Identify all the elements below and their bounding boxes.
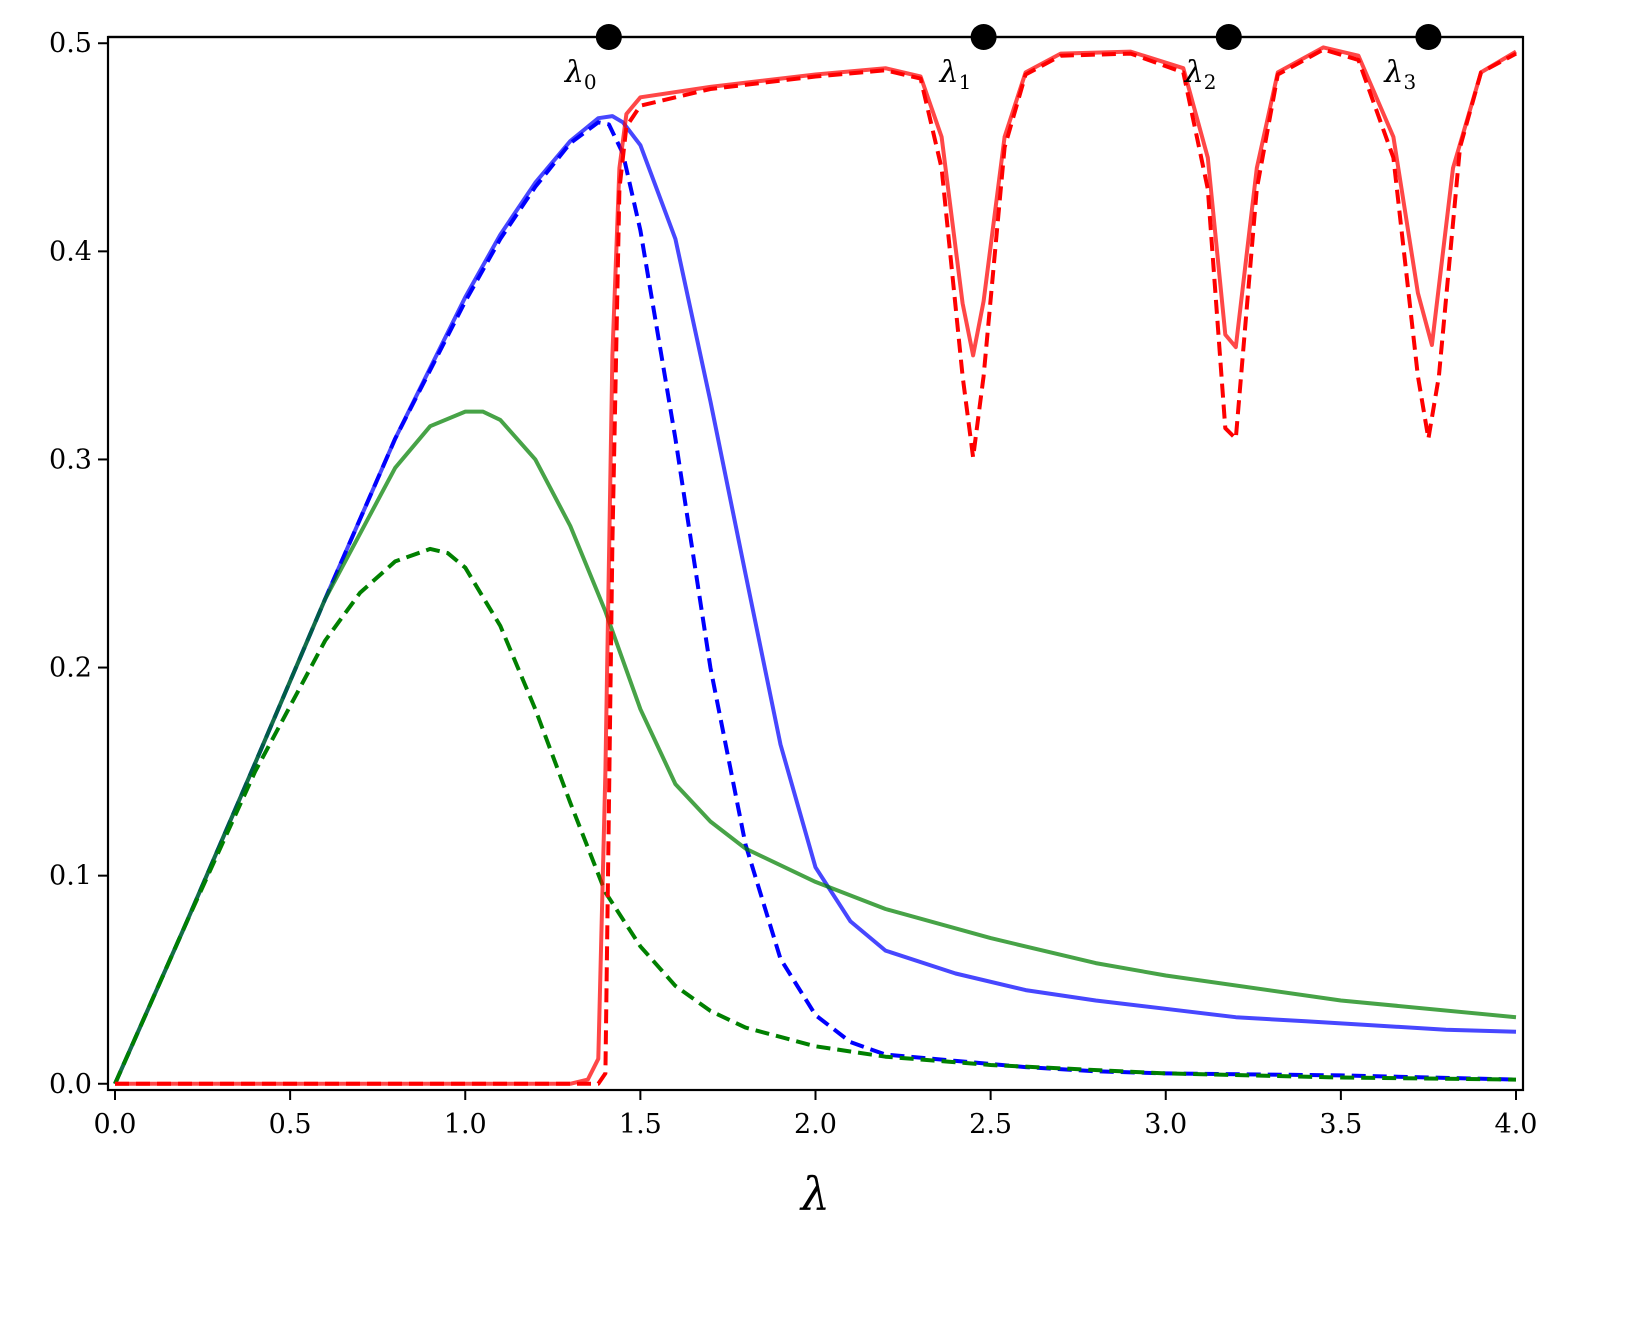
x-tick-label: 2.0 [794,1109,837,1140]
x-tick-label: 4.0 [1495,1109,1538,1140]
series-line-1 [113,120,1517,1085]
y-tick-label: 0.3 [49,444,92,475]
y-axis: 0.0 0.1 0.2 0.3 0.4 0.5 [49,28,108,1100]
y-tick-label: 0.0 [49,1069,92,1100]
x-tick-label: 3.0 [1144,1109,1187,1140]
y-tick-label: 0.4 [49,236,92,267]
marker-label-subscript: 0 [584,70,597,94]
x-tick-label: 1.0 [444,1109,487,1140]
series-line-2 [113,409,1517,1085]
series-line-5 [115,47,1517,1086]
series-layer [113,45,1518,1086]
series-line-4 [115,45,1518,1086]
x-axis: 0.0 0.5 1.0 1.5 2.0 2.5 3.0 3.5 4.0 [94,1090,1538,1140]
y-tick-label: 0.2 [49,653,92,684]
marker-label-subscript: 3 [1403,70,1416,94]
marker-label-subscript: 1 [959,70,972,94]
x-tick-label: 0.0 [94,1109,137,1140]
x-tick-label: 0.5 [269,1109,312,1140]
x-tick-label: 2.5 [969,1109,1012,1140]
x-tick-label: 1.5 [619,1109,662,1140]
x-axis-title: λ [799,1167,830,1221]
series-line-3 [113,546,1517,1085]
y-tick-label: 0.1 [49,861,92,892]
y-tick-label: 0.5 [49,28,92,59]
marker-label-subscript: 2 [1204,70,1217,94]
x-tick-label: 3.5 [1319,1109,1362,1140]
